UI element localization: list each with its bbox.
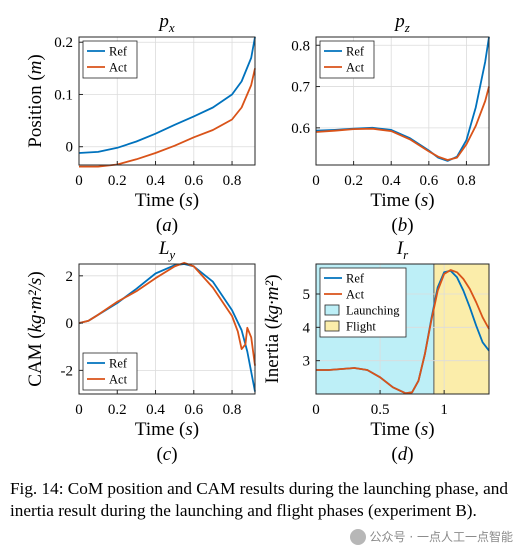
- chart-a-axes-box: [78, 36, 256, 166]
- watermark-text: 公众号 · 一点人工一点智能: [369, 530, 513, 544]
- chart-d-legend-label-flight: Flight: [346, 320, 376, 334]
- watermark: 公众号 · 一点人工一点智能: [349, 528, 513, 545]
- chart-a-legend-label-act: Act: [109, 61, 128, 75]
- chart-c-series-act-line: [78, 261, 256, 366]
- chart-a-xtick-label-3: 0.6: [184, 173, 203, 189]
- chart-b-legend-label-ref: Ref: [346, 45, 365, 59]
- chart-c-legend-box: [82, 352, 138, 391]
- chart-b-xtick-label-2: 0.4: [382, 173, 401, 189]
- chart-b-ytick-label-0: 0.6: [291, 121, 310, 137]
- chart-d-legend-label-ref: Ref: [346, 272, 365, 286]
- chart-c-xtick-label-1: 0.2: [108, 402, 127, 418]
- chart-a-ylabel: Position (m): [25, 54, 46, 147]
- chart-a-xtick-label-0: 0: [75, 173, 83, 189]
- chart-d-ylabel: Inertia (kg·m²): [262, 274, 283, 383]
- chart-d-ytick-label-1: 4: [303, 320, 311, 336]
- chart-a-xlabel: Time (s): [135, 190, 199, 211]
- chart-d-legend-swatch-flight: [324, 320, 340, 332]
- chart-b-xtick-label-3: 0.6: [419, 173, 438, 189]
- chart-b-legend-label-act: Act: [346, 61, 365, 75]
- chart-b-ytick-label-2: 0.8: [291, 38, 310, 54]
- chart-a-xtick-label-1: 0.2: [108, 173, 127, 189]
- chart-a-sublabel: (a): [156, 215, 178, 236]
- chart-a-ytick-label-1: 0.1: [54, 87, 73, 103]
- chart-a-ytick-label-2: 0.2: [54, 35, 73, 51]
- chart-d-xtick-label-0: 0: [312, 402, 320, 418]
- chart-a-series-ref-line: [78, 36, 256, 154]
- chart-d-xlabel: Time (s): [370, 419, 434, 440]
- chart-b-axes-box: [315, 36, 490, 166]
- chart-d-legend-swatch-launching: [324, 304, 340, 316]
- chart-b-title: pz: [393, 11, 410, 35]
- chart-c-title: Ly: [158, 238, 176, 262]
- chart-d-xtick-label-1: 0.5: [371, 402, 390, 418]
- chart-d-sublabel: (d): [391, 444, 413, 465]
- chart-b-xtick-label-1: 0.2: [344, 173, 363, 189]
- chart-a-legend-label-ref: Ref: [109, 45, 128, 59]
- chart-b-xtick-label-0: 0: [312, 173, 320, 189]
- chart-c-xtick-label-0: 0: [75, 402, 83, 418]
- chart-d-ytick-label-2: 5: [303, 287, 311, 303]
- chart-c-xlabel: Time (s): [135, 419, 199, 440]
- chart-c-ytick-label-2: 2: [66, 269, 74, 285]
- chart-c-xtick-label-3: 0.6: [184, 402, 203, 418]
- figure-caption: Fig. 14: CoM position and CAM results du…: [10, 479, 508, 520]
- chart-c-ytick-label-1: 0: [66, 316, 74, 332]
- chart-a-ytick-label-0: 0: [66, 140, 74, 156]
- figure-14: 0 0.2 0.4 0.6 0.8 0 0.1 0.2 px Time (s) Position (…: [25, 11, 490, 465]
- chart-a-legend-box: [82, 40, 138, 79]
- chart-b-xtick-label-4: 0.8: [457, 173, 476, 189]
- wechat-logo-icon: [349, 528, 366, 545]
- chart-c-legend-label-act: Act: [109, 373, 128, 387]
- chart-d-legend-label-act: Act: [346, 288, 365, 302]
- chart-b-series-act-line: [315, 86, 490, 161]
- chart-b-legend-box: [319, 40, 375, 79]
- chart-a-title: px: [157, 11, 175, 35]
- chart-c-ytick-label-0: -2: [61, 363, 74, 379]
- chart-d-ytick-label-0: 3: [303, 354, 311, 370]
- chart-c-xtick-label-2: 0.4: [146, 402, 165, 418]
- chart-c-xtick-label-4: 0.8: [223, 402, 242, 418]
- chart-b-xlabel: Time (s): [370, 190, 434, 211]
- chart-c-axes-box: [78, 263, 256, 395]
- chart-d-series-act-line: [316, 269, 490, 395]
- chart-b-sublabel: (b): [391, 215, 413, 236]
- chart-a-xtick-label-2: 0.4: [146, 173, 165, 189]
- chart-a-series-act-line: [79, 68, 256, 168]
- chart-d-phase-1: [433, 264, 489, 394]
- chart-b-ytick-label-1: 0.7: [291, 80, 310, 96]
- chart-c-legend-label-ref: Ref: [109, 357, 128, 371]
- chart-c-ylabel: CAM (kg·m²/s): [25, 271, 46, 386]
- chart-d-legend-label-launching: Launching: [346, 304, 400, 318]
- chart-d-axes-box: [315, 263, 490, 395]
- chart-a-xtick-label-4: 0.8: [223, 173, 242, 189]
- chart-c-sublabel: (c): [156, 444, 177, 465]
- chart-d-xtick-label-2: 1: [440, 402, 448, 418]
- chart-d-title: Ir: [396, 238, 409, 262]
